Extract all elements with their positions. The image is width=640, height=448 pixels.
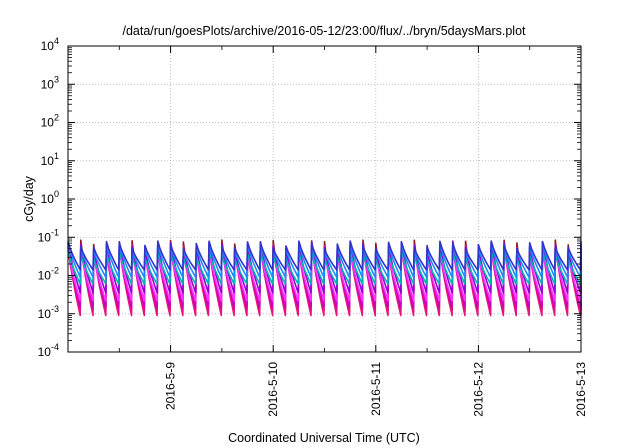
y-tick-label: 10-4: [38, 342, 59, 359]
x-tick-label: 2016-5-12: [471, 362, 485, 417]
x-tick-label: 2016-5-13: [574, 362, 588, 417]
y-tick-label: 101: [41, 151, 59, 168]
y-tick-label: 104: [41, 36, 59, 53]
x-tick-label: 2016-5-9: [164, 362, 178, 410]
y-tick-label: 100: [41, 189, 59, 206]
series-layer: [67, 239, 582, 317]
y-tick-label: 10-3: [38, 304, 59, 321]
y-tick-label: 102: [41, 113, 59, 130]
y-axis-title: cGy/day: [22, 175, 36, 222]
series-line: [67, 240, 582, 271]
y-tick-label: 10-2: [38, 266, 59, 283]
x-tick-label: 2016-5-11: [369, 362, 383, 416]
x-axis-title: Coordinated Universal Time (UTC): [228, 431, 420, 445]
x-tick-label: 2016-5-10: [266, 362, 280, 417]
y-tick-label: 103: [41, 74, 59, 91]
x-axis-ticks: 2016-5-9 2016-5-10 2016-5-11 2016-5-12 2016-…: [118, 46, 588, 417]
chart-title: /data/run/goesPlots/archive/2016-05-12/2…: [122, 24, 526, 38]
series-line: [67, 250, 582, 285]
y-axis-ticks: 10-4 10-3 10-2 10-1 100 101 102 103 104: [38, 36, 581, 359]
y-tick-label: 10-1: [38, 227, 59, 244]
